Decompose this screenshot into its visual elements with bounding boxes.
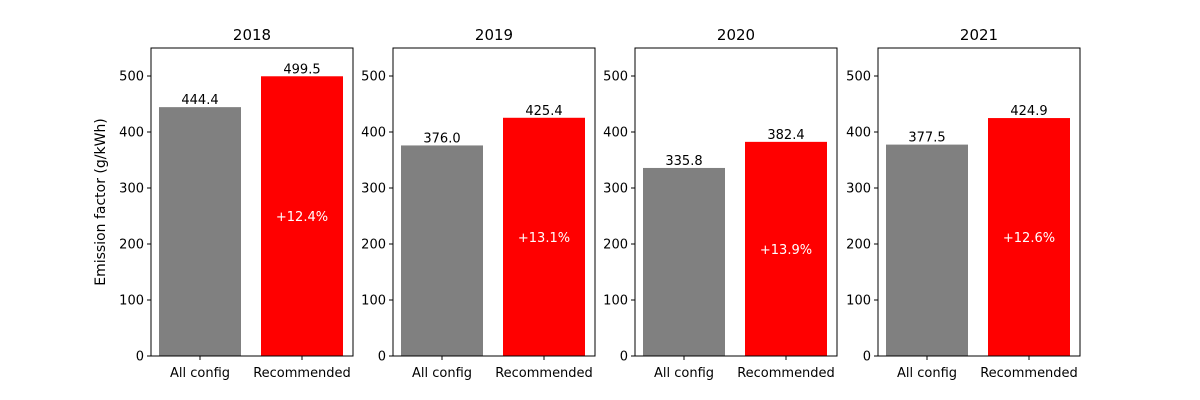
increase-annotation: +13.1%: [518, 231, 570, 246]
panel-title: 2021: [960, 26, 998, 44]
y-tick-label: 500: [603, 70, 628, 85]
y-tick-label: 100: [846, 294, 871, 309]
y-tick-label: 100: [361, 294, 386, 309]
chart-panel-2018: 2018 444.4 All config 499.5 Recommended +12.4…: [119, 26, 354, 381]
axes-frame: [150, 47, 354, 357]
y-tick-label: 0: [620, 350, 628, 365]
y-tick-label: 500: [119, 70, 144, 85]
bar-value-label: 376.0: [423, 131, 460, 146]
y-tick-label: 200: [846, 238, 871, 253]
chart-panel-2020: 2020 335.8 All config 382.4 Recommended +13.9…: [603, 26, 838, 381]
x-tick-label: All config: [897, 366, 957, 381]
y-tick-label: 400: [119, 126, 144, 141]
axes-frame: [634, 47, 838, 357]
bar-recommended: [503, 117, 585, 356]
bar-recommended: [745, 141, 827, 356]
x-tick-label: Recommended: [495, 366, 593, 381]
y-tick-label: 100: [603, 294, 628, 309]
y-tick-label: 0: [863, 350, 871, 365]
bar-value-label: 425.4: [525, 104, 562, 119]
bar-all-config: [159, 107, 241, 356]
y-tick-label: 100: [119, 294, 144, 309]
increase-annotation: +12.6%: [1003, 231, 1055, 246]
panel-title: 2018: [233, 26, 271, 44]
axes-frame: [392, 47, 596, 357]
y-tick-label: 200: [361, 238, 386, 253]
y-axis-label: Emission factor (g/kWh): [93, 118, 109, 286]
bar-value-label: 382.4: [767, 128, 804, 143]
bar-all-config: [401, 145, 483, 356]
y-tick-label: 0: [378, 350, 386, 365]
y-tick-label: 300: [603, 182, 628, 197]
increase-annotation: +13.9%: [760, 243, 812, 258]
chart-panel-2019: 2019 376.0 All config 425.4 Recommended +13.1…: [361, 26, 596, 381]
bar-value-label: 499.5: [283, 62, 320, 77]
y-tick-label: 300: [119, 182, 144, 197]
bar-value-label: 377.5: [908, 131, 945, 146]
y-tick-label: 400: [846, 126, 871, 141]
bar-all-config: [643, 167, 725, 356]
y-tick-label: 500: [846, 70, 871, 85]
x-tick-label: Recommended: [253, 366, 351, 381]
bar-value-label: 444.4: [181, 93, 218, 108]
y-tick-label: 500: [361, 70, 386, 85]
bar-all-config: [886, 144, 968, 356]
bar-value-label: 335.8: [665, 154, 702, 169]
y-tick-label: 300: [361, 182, 386, 197]
x-tick-label: All config: [412, 366, 472, 381]
bar-value-label: 424.9: [1010, 104, 1047, 119]
y-tick-label: 0: [136, 350, 144, 365]
y-tick-label: 400: [361, 126, 386, 141]
chart-panels: 2018 444.4 All config 499.5 Recommended +12.4…: [119, 26, 1081, 381]
panel-title: 2019: [475, 26, 513, 44]
axes-frame: [877, 47, 1081, 357]
y-tick-label: 200: [603, 238, 628, 253]
y-tick-label: 300: [846, 182, 871, 197]
x-tick-label: All config: [170, 366, 230, 381]
bar-recommended: [988, 118, 1070, 356]
bar-recommended: [261, 76, 343, 356]
y-tick-label: 400: [603, 126, 628, 141]
x-tick-label: Recommended: [737, 366, 835, 381]
x-tick-label: All config: [654, 366, 714, 381]
chart-panel-2021: 2021 377.5 All config 424.9 Recommended +12.6…: [846, 26, 1081, 381]
panel-title: 2020: [717, 26, 755, 44]
x-tick-label: Recommended: [980, 366, 1078, 381]
increase-annotation: +12.4%: [276, 210, 328, 225]
y-tick-label: 200: [119, 238, 144, 253]
